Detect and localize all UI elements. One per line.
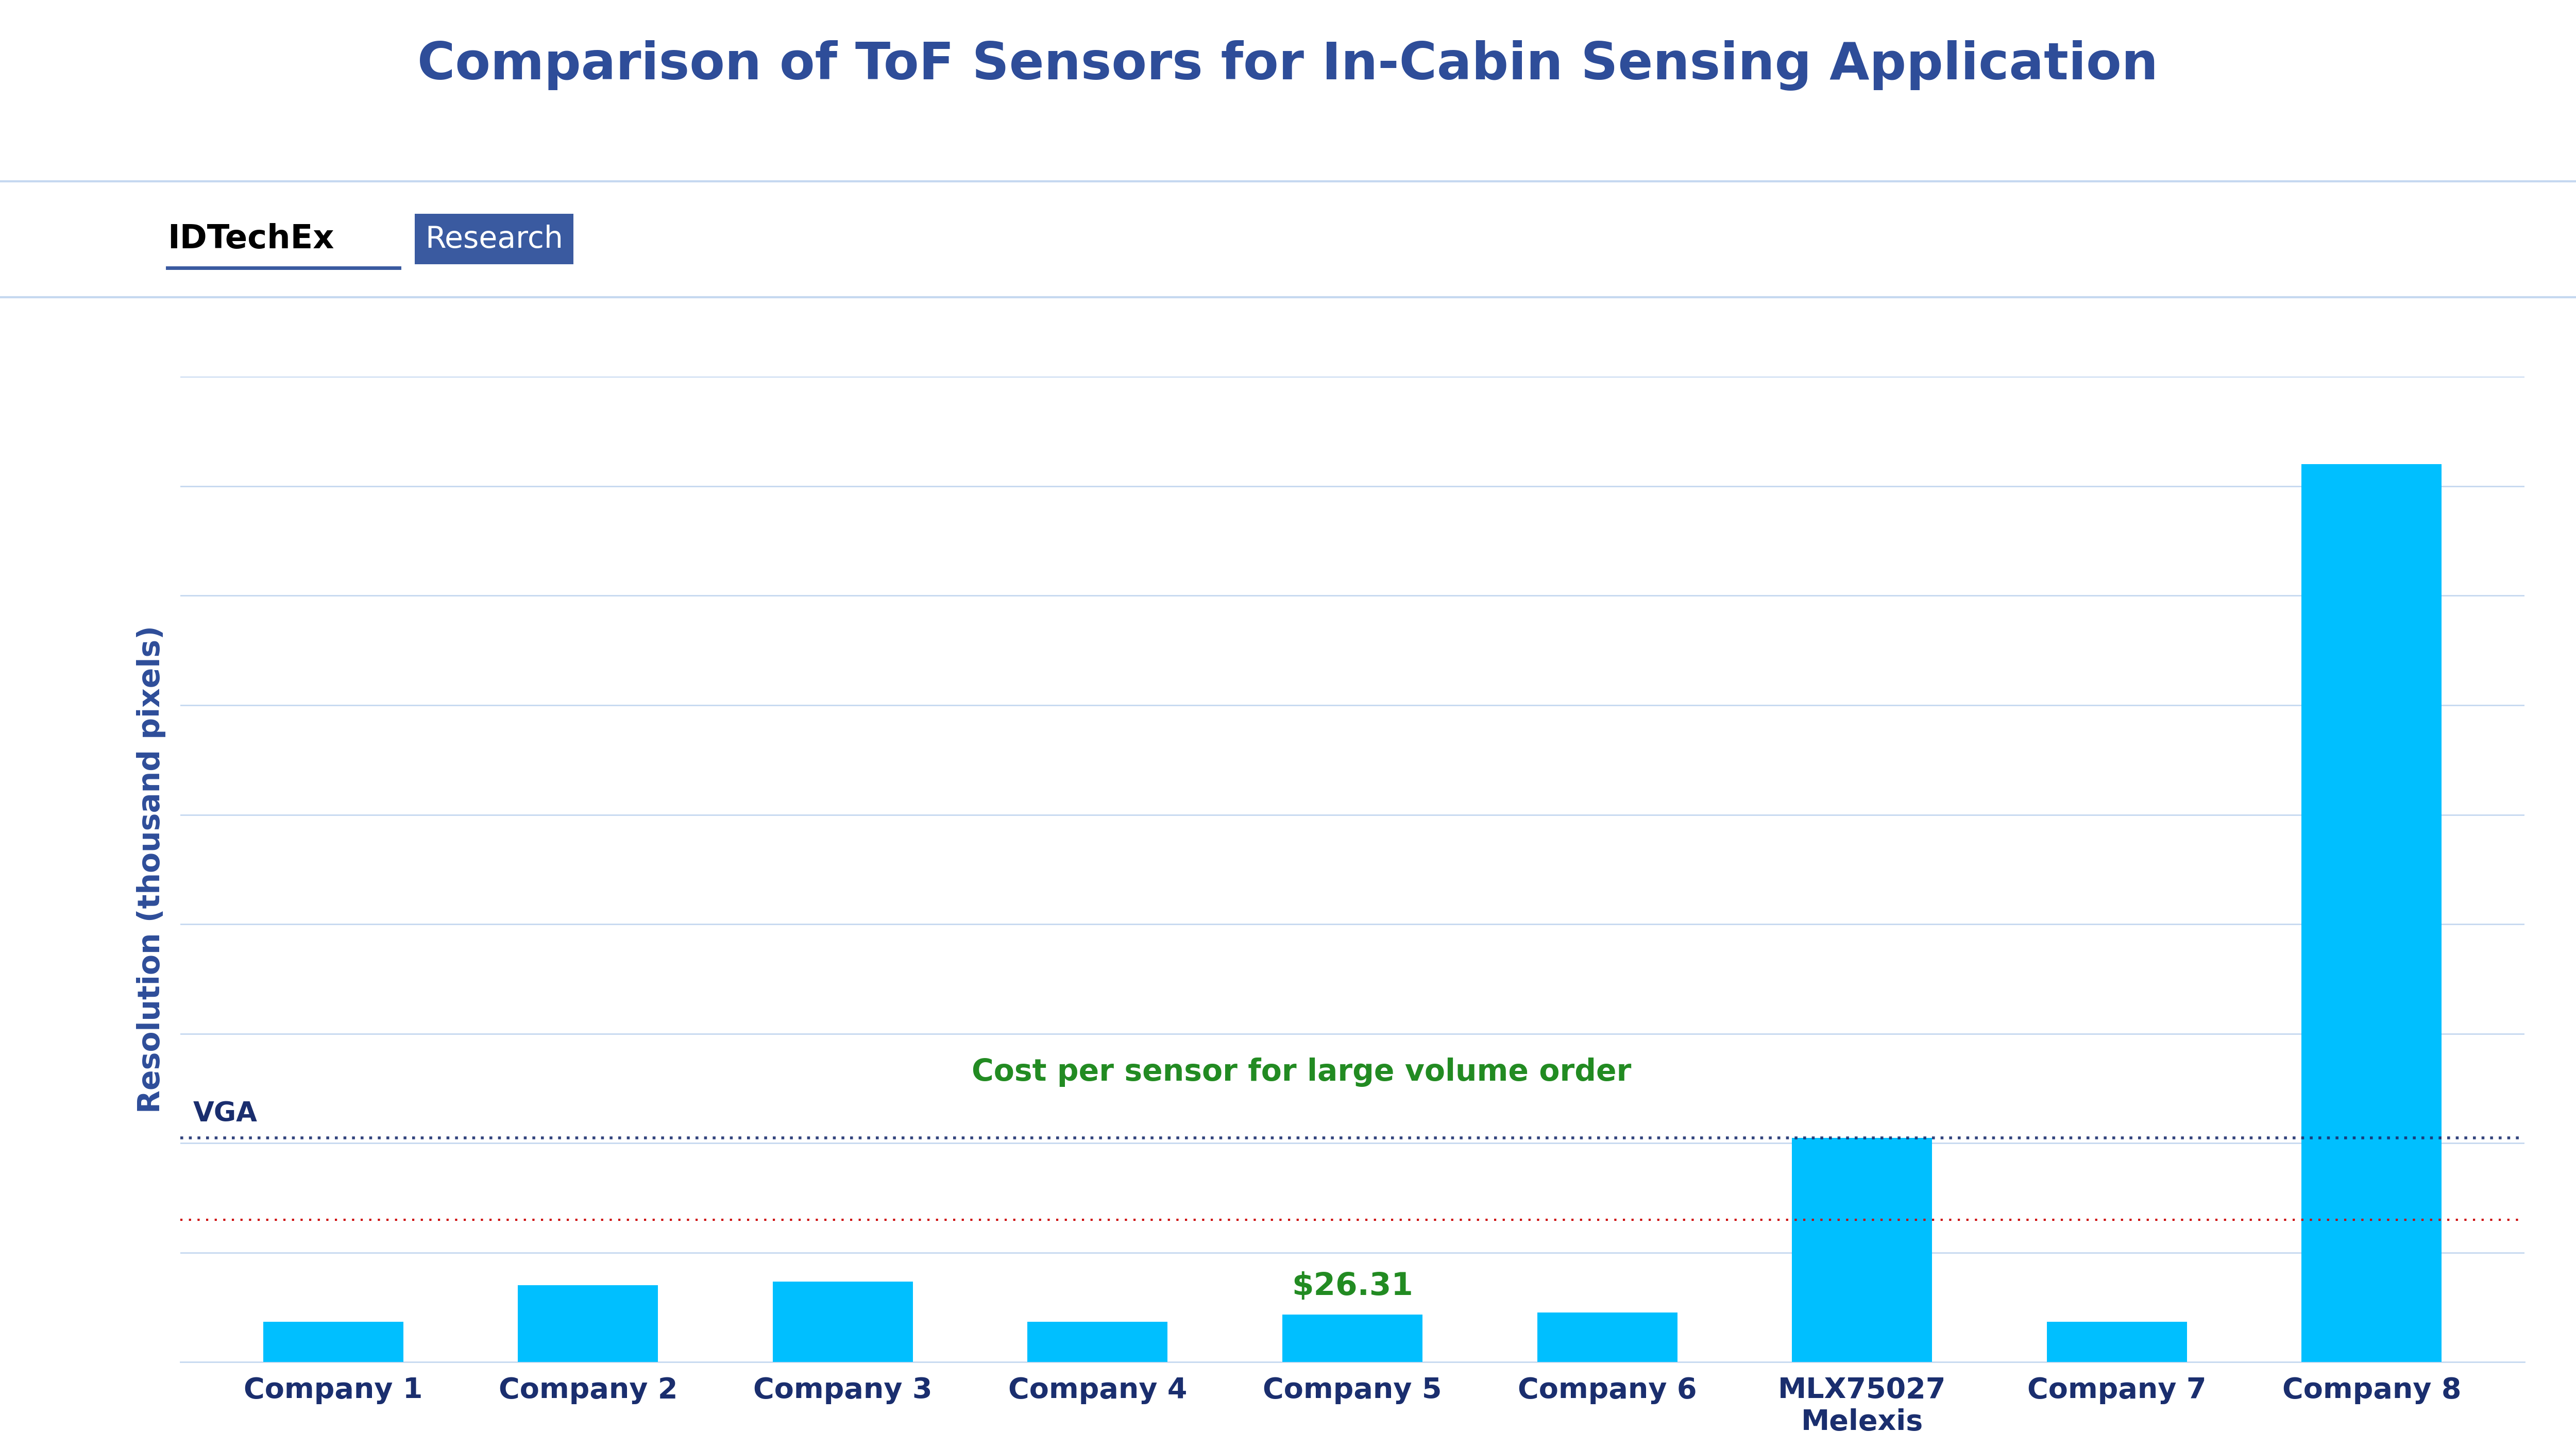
Bar: [518, 1285, 657, 1362]
Bar: [1283, 1314, 1422, 1362]
Bar: [263, 1321, 404, 1362]
Bar: [2300, 464, 2442, 1362]
Text: VGA: VGA: [193, 1100, 258, 1127]
Text: Comparison of ToF Sensors for In-Cabin Sensing Application: Comparison of ToF Sensors for In-Cabin S…: [417, 41, 2159, 90]
Bar: [1793, 1137, 1932, 1362]
Bar: [1538, 1313, 1677, 1362]
Text: $26.31: $26.31: [1291, 1271, 1414, 1301]
Text: IDTechEx: IDTechEx: [167, 223, 335, 255]
Y-axis label: Resolution (thousand pixels): Resolution (thousand pixels): [137, 626, 165, 1113]
Text: Research: Research: [425, 225, 564, 254]
Bar: [2048, 1321, 2187, 1362]
Bar: [773, 1282, 912, 1362]
Text: Cost per sensor for large volume order: Cost per sensor for large volume order: [971, 1058, 1631, 1087]
Bar: [1028, 1321, 1167, 1362]
